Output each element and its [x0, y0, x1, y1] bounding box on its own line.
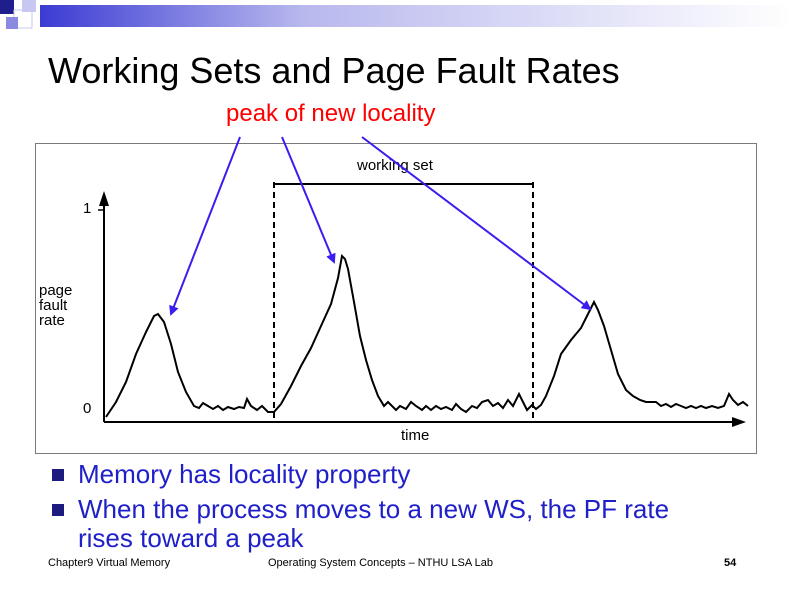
x-axis-arrowhead — [732, 417, 746, 427]
y-axis-arrowhead — [99, 191, 109, 206]
bullet-square-icon — [52, 469, 64, 481]
bullet-item-2: When the process moves to a new WS, the … — [48, 495, 678, 553]
y-axis-label: page fault rate — [39, 283, 72, 328]
footer-chapter: Chapter9 Virtual Memory — [48, 557, 171, 569]
bullet-list: Memory has locality property When the pr… — [48, 460, 748, 559]
y-axis-label-line-1: page — [39, 282, 73, 299]
y-tick-label-1: 1 — [83, 200, 92, 217]
page-fault-rate-curve — [105, 253, 749, 418]
y-axis-label-line-2: fault — [39, 297, 68, 314]
bullet-item-1: Memory has locality property — [48, 460, 748, 489]
bullet-text-1: Memory has locality property — [78, 459, 411, 489]
footer-page-number: 54 — [724, 557, 737, 569]
peak-annotation-label: peak of new locality — [226, 100, 436, 127]
y-tick-label-0: 0 — [83, 400, 92, 417]
decorative-header-squares — [0, 0, 791, 29]
x-axis-label: time — [401, 427, 430, 444]
bullet-square-icon — [52, 504, 64, 516]
footer-course: Operating System Concepts – NTHU LSA Lab — [268, 557, 493, 569]
y-axis-label-line-3: rate — [39, 312, 65, 329]
working-set-figure: 1 0 page fault rate time working set — [35, 143, 757, 454]
working-set-label: working set — [357, 157, 433, 174]
figure-canvas — [98, 182, 749, 427]
bullet-text-2: When the process moves to a new WS, the … — [78, 494, 670, 553]
slide-title: Working Sets and Page Fault Rates — [48, 50, 620, 91]
